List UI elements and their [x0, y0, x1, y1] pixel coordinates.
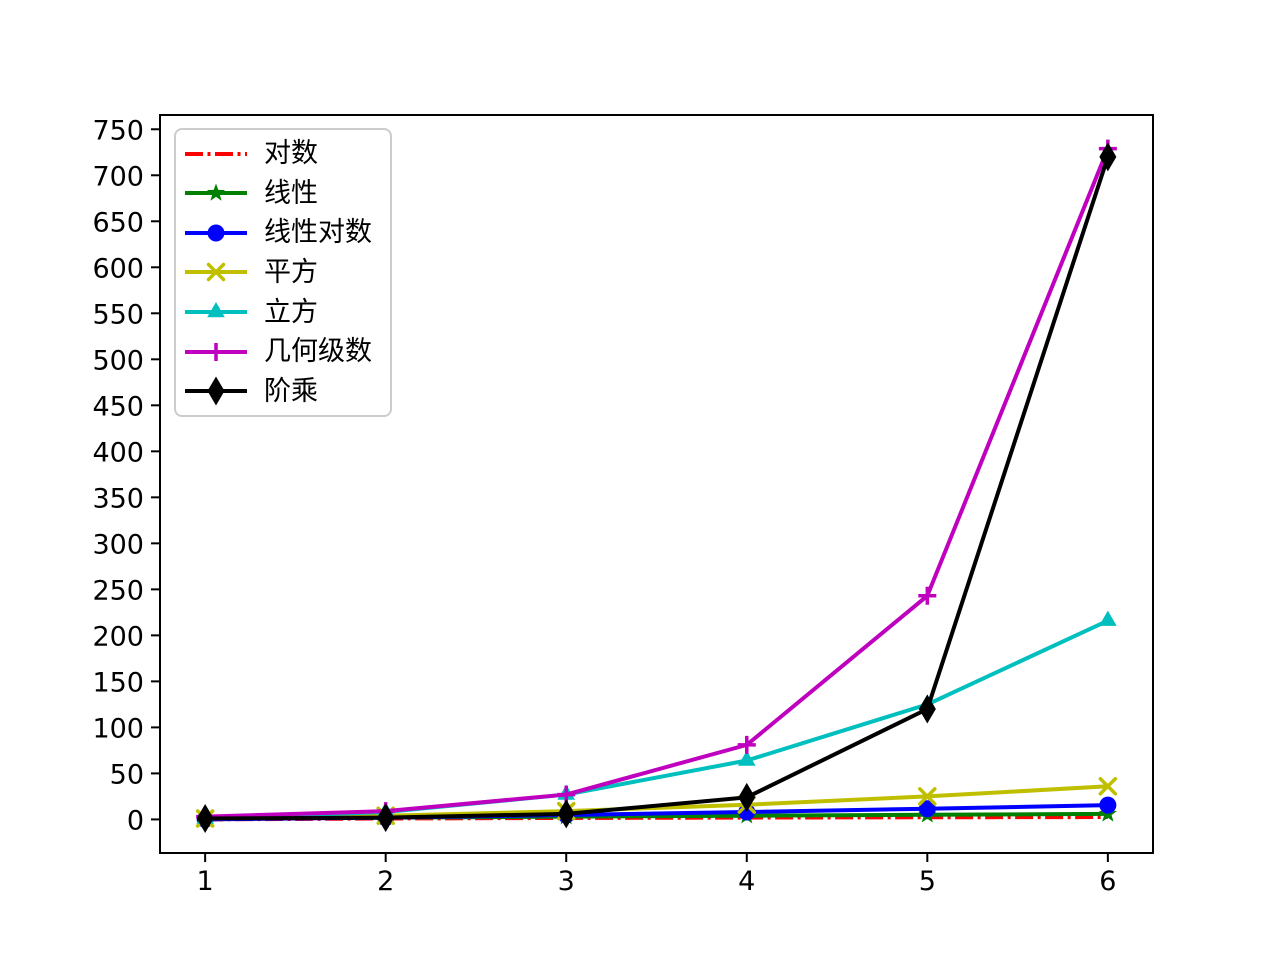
- x-marker: [1098, 777, 1118, 796]
- legend-item-geometric: 几何级数: [176, 333, 390, 371]
- legend-sample-cubic: [185, 302, 247, 318]
- y-tick-label: 100: [92, 713, 144, 744]
- y-tick-label: 400: [92, 437, 144, 468]
- y-tick-label: 700: [92, 161, 144, 192]
- legend-label-linearithmic: 线性对数: [264, 217, 372, 249]
- plus-marker: [918, 586, 937, 605]
- triangle-marker: [207, 302, 225, 318]
- legend-label-factorial: 阶乘: [264, 375, 318, 407]
- diamond-marker: [196, 803, 214, 833]
- series-factorial: [196, 142, 1117, 833]
- y-tick-label: 750: [92, 115, 144, 146]
- legend-sample-linear: [185, 183, 247, 202]
- series-line-geometric: [205, 147, 1110, 819]
- y-tick-label: 50: [110, 759, 144, 790]
- legend-label-log: 对数: [264, 138, 318, 170]
- y-tick-label: 250: [92, 575, 144, 606]
- y-tick-label: 200: [92, 621, 144, 652]
- x-tick-label: 5: [919, 866, 936, 897]
- legend-item-factorial: 阶乘: [176, 372, 390, 410]
- legend-label-quadratic: 平方: [264, 256, 318, 288]
- diamond-marker: [738, 782, 756, 812]
- triangle-marker: [1099, 610, 1117, 626]
- triangle-marker: [737, 750, 756, 766]
- legend-item-log: 对数: [176, 135, 390, 173]
- axis-ticks: 1 2 3 4 5 6 0 50 100 150 200 250 300 350 400 450 500 550 6…: [92, 115, 1116, 897]
- x-tick-label: 3: [558, 866, 575, 897]
- x-tick-label: 4: [738, 866, 755, 897]
- y-tick-label: 600: [92, 253, 144, 284]
- y-tick-label: 450: [92, 391, 144, 422]
- legend-sample-factorial: [185, 376, 247, 406]
- x-tick-label: 1: [197, 866, 214, 897]
- legend-sample-geometric: [185, 342, 247, 361]
- legend-item-quadratic: 平方: [176, 253, 390, 291]
- legend-label-cubic: 立方: [264, 296, 318, 328]
- legend-sample-quadratic: [185, 263, 247, 282]
- y-tick-label: 550: [92, 299, 144, 330]
- legend-item-cubic: 立方: [176, 293, 390, 331]
- legend: 对数 线性 线性对数 平方 立方 几何级数 阶乘: [174, 128, 392, 417]
- legend-item-linearithmic: 线性对数: [176, 214, 390, 252]
- legend-label-linear: 线性: [264, 177, 318, 209]
- series-markers-factorial: [196, 142, 1117, 833]
- plus-marker: [207, 342, 225, 361]
- x-tick-label: 2: [377, 866, 394, 897]
- circle-marker: [1099, 796, 1117, 814]
- series-line-factorial: [205, 156, 1110, 821]
- circle-marker: [207, 224, 225, 242]
- diamond-marker: [377, 803, 395, 833]
- y-tick-label: 650: [92, 207, 144, 238]
- x-marker: [918, 787, 937, 806]
- x-tick-label: 6: [1099, 866, 1116, 897]
- star-marker: [206, 183, 226, 202]
- legend-label-geometric: 几何级数: [264, 336, 372, 368]
- y-tick-label: 0: [127, 805, 144, 836]
- plus-marker: [737, 735, 756, 754]
- axes-frame: [159, 114, 1154, 854]
- y-tick-label: 500: [92, 345, 144, 376]
- legend-item-linear: 线性: [176, 174, 390, 212]
- diamond-marker: [1099, 142, 1117, 172]
- diamond-marker: [207, 376, 225, 406]
- legend-sample-log: [185, 151, 247, 156]
- y-tick-label: 300: [92, 529, 144, 560]
- diamond-marker: [557, 799, 575, 829]
- legend-sample-linearithmic: [185, 224, 247, 242]
- y-tick-label: 150: [92, 667, 144, 698]
- circle-marker: [918, 800, 936, 818]
- x-marker: [206, 263, 226, 282]
- diamond-marker: [918, 694, 936, 724]
- y-tick-label: 350: [92, 483, 144, 514]
